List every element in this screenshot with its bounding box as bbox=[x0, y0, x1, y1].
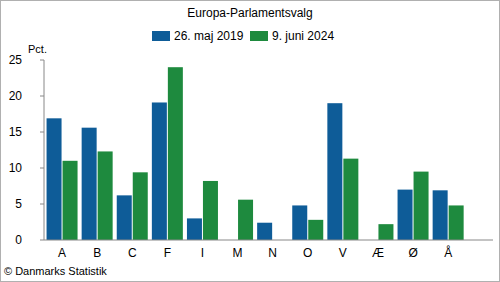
x-tick-label: I bbox=[201, 246, 204, 260]
y-tick-label: 25 bbox=[9, 53, 23, 67]
y-tick bbox=[40, 204, 44, 205]
y-tick bbox=[40, 60, 44, 61]
x-tick-label: N bbox=[268, 246, 277, 260]
bar bbox=[292, 205, 307, 240]
bar bbox=[98, 151, 113, 240]
bar bbox=[82, 128, 97, 240]
bar bbox=[257, 223, 272, 240]
y-axis bbox=[44, 60, 45, 240]
x-tick-label: B bbox=[93, 246, 101, 260]
frame bbox=[1, 1, 500, 282]
x-tick-label: C bbox=[128, 246, 137, 260]
bar bbox=[133, 172, 148, 240]
x-tick-label: M bbox=[233, 246, 243, 260]
x-tick-label: O bbox=[303, 246, 312, 260]
x-tick-label: Ø bbox=[408, 246, 417, 260]
y-tick-label: 20 bbox=[9, 89, 23, 103]
legend-label: 26. maj 2019 bbox=[174, 29, 244, 43]
bar bbox=[47, 118, 62, 240]
bar bbox=[152, 102, 167, 240]
x-tick-label: A bbox=[58, 246, 66, 260]
bar bbox=[449, 205, 464, 240]
y-tick-label: 15 bbox=[9, 125, 23, 139]
bar bbox=[203, 181, 218, 240]
x-tick-label: F bbox=[164, 246, 171, 260]
bar bbox=[238, 200, 253, 240]
y-tick-label: 5 bbox=[15, 197, 22, 211]
x-tick-label: Å bbox=[444, 245, 452, 260]
bar bbox=[187, 218, 202, 240]
x-tick-label: V bbox=[339, 246, 347, 260]
y-tick bbox=[40, 240, 44, 241]
bar bbox=[414, 172, 429, 240]
bar bbox=[117, 195, 132, 240]
bar bbox=[343, 159, 358, 240]
bar bbox=[308, 220, 323, 240]
y-tick-label: 10 bbox=[9, 161, 23, 175]
y-tick bbox=[40, 96, 44, 97]
source: © Danmarks Statistik bbox=[4, 265, 107, 277]
y-tick bbox=[40, 132, 44, 133]
x-tick-label: Æ bbox=[372, 246, 384, 260]
legend-swatch bbox=[152, 31, 170, 41]
title: Europa-Parlamentsvalg bbox=[187, 6, 312, 20]
legend-item: 9. juni 2024 bbox=[250, 29, 334, 43]
y-axis-label: Pct. bbox=[28, 43, 47, 55]
y-tick-label: 0 bbox=[15, 233, 22, 247]
legend-item: 26. maj 2019 bbox=[152, 29, 244, 43]
bar bbox=[378, 224, 393, 240]
bars bbox=[47, 67, 464, 240]
bar bbox=[168, 67, 183, 240]
bar bbox=[433, 190, 448, 240]
chart: Europa-Parlamentsvalg 26. maj 2019 9. juni… bbox=[0, 0, 500, 282]
x-axis bbox=[44, 240, 493, 241]
y-tick bbox=[40, 168, 44, 169]
legend-swatch bbox=[250, 31, 268, 41]
bar bbox=[398, 190, 413, 240]
bar bbox=[327, 103, 342, 240]
bar bbox=[63, 161, 78, 240]
legend-label: 9. juni 2024 bbox=[272, 29, 334, 43]
